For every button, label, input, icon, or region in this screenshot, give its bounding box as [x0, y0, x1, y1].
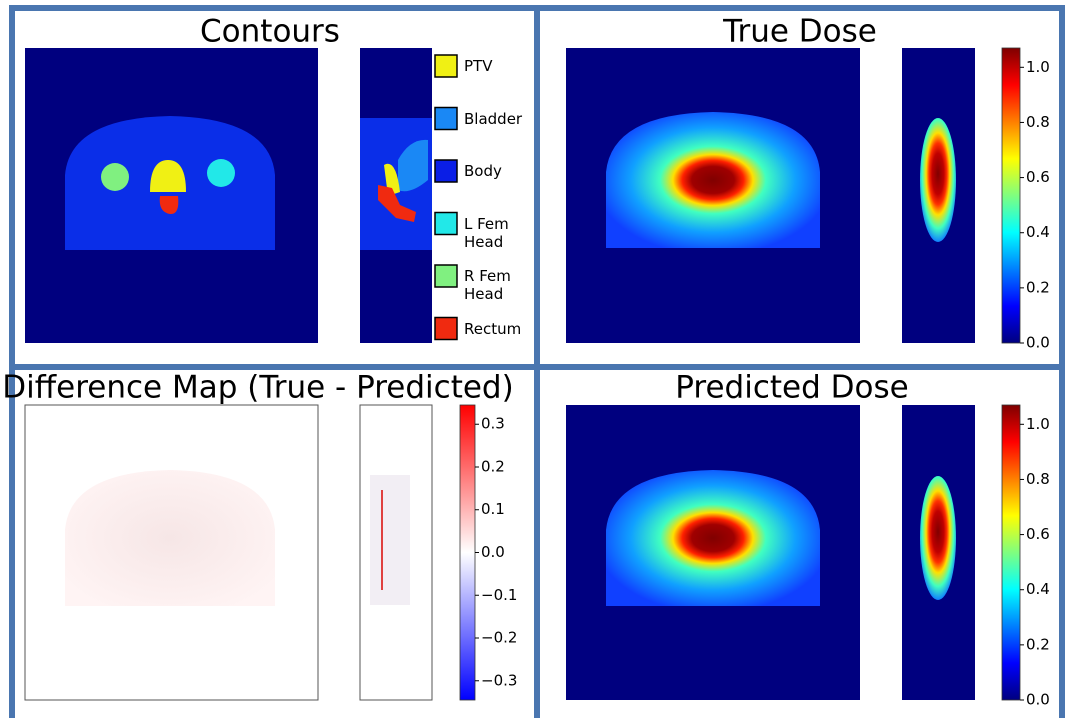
- colorbar-tick-label: 0.2: [481, 457, 505, 475]
- colorbar-tick-label: 0.4: [1026, 580, 1050, 598]
- page: Contours True Dose 0.0 0.2 0.4 0.6 0.8 1.0 Diffe…: [0, 0, 1068, 718]
- colorbar-tick-label: 0.1: [481, 500, 505, 518]
- legend-label: PTV: [464, 57, 534, 75]
- colorbar-tick-label: 0.8: [1026, 113, 1050, 131]
- colorbar-tick-label: 0.3: [481, 415, 505, 433]
- colorbar: [1002, 405, 1020, 700]
- colorbar-tick-label: −0.3: [481, 671, 517, 689]
- colorbar-tick-label: 1.0: [1026, 415, 1050, 433]
- colorbar-tick-label: 0.6: [1026, 168, 1050, 186]
- colorbar-tick-label: 0.4: [1026, 223, 1050, 241]
- legend-label: Rectum: [464, 320, 534, 338]
- r-fem-head: [101, 163, 129, 191]
- colorbar-tick-label: 0.0: [1026, 691, 1050, 709]
- legend-swatch: [435, 160, 457, 182]
- figure: Contours True Dose 0.0 0.2 0.4 0.6 0.8 1.0 Diffe…: [0, 0, 1068, 718]
- legend-swatch: [435, 318, 457, 340]
- legend-swatch: [435, 265, 457, 287]
- colorbar: [460, 405, 475, 700]
- legend-swatch: [435, 55, 457, 77]
- colorbar-tick-label: 0.8: [1026, 470, 1050, 488]
- sagittal-dose: [920, 118, 956, 242]
- colorbar-tick-label: 1.0: [1026, 58, 1050, 76]
- panel-title: Contours: [200, 14, 340, 50]
- dose-map: [606, 112, 820, 248]
- panel-title: True Dose: [722, 14, 877, 50]
- legend-swatch: [435, 213, 457, 235]
- legend-swatch: [435, 108, 457, 130]
- dose-map: [606, 470, 820, 606]
- legend-label: R Fem Head: [464, 267, 534, 303]
- colorbar-tick-label: 0.2: [1026, 635, 1050, 653]
- legend-label: Bladder: [464, 110, 534, 128]
- panel-title: Predicted Dose: [675, 370, 908, 406]
- panel-title: Difference Map (True - Predicted): [2, 370, 513, 406]
- sagittal-dose: [920, 476, 956, 600]
- colorbar-tick-label: −0.1: [481, 586, 517, 604]
- legend-label: L Fem Head: [464, 215, 534, 251]
- colorbar-tick-label: 0.6: [1026, 525, 1050, 543]
- difference-map: [65, 470, 275, 606]
- colorbar: [1002, 48, 1020, 343]
- colorbar-tick-label: 0.2: [1026, 278, 1050, 296]
- l-fem-head: [207, 159, 235, 187]
- colorbar-tick-label: 0.0: [481, 543, 505, 561]
- colorbar-tick-label: 0.0: [1026, 334, 1050, 352]
- legend-label: Body: [464, 162, 534, 180]
- colorbar-tick-label: −0.2: [481, 629, 517, 647]
- sagittal-difference: [370, 475, 410, 605]
